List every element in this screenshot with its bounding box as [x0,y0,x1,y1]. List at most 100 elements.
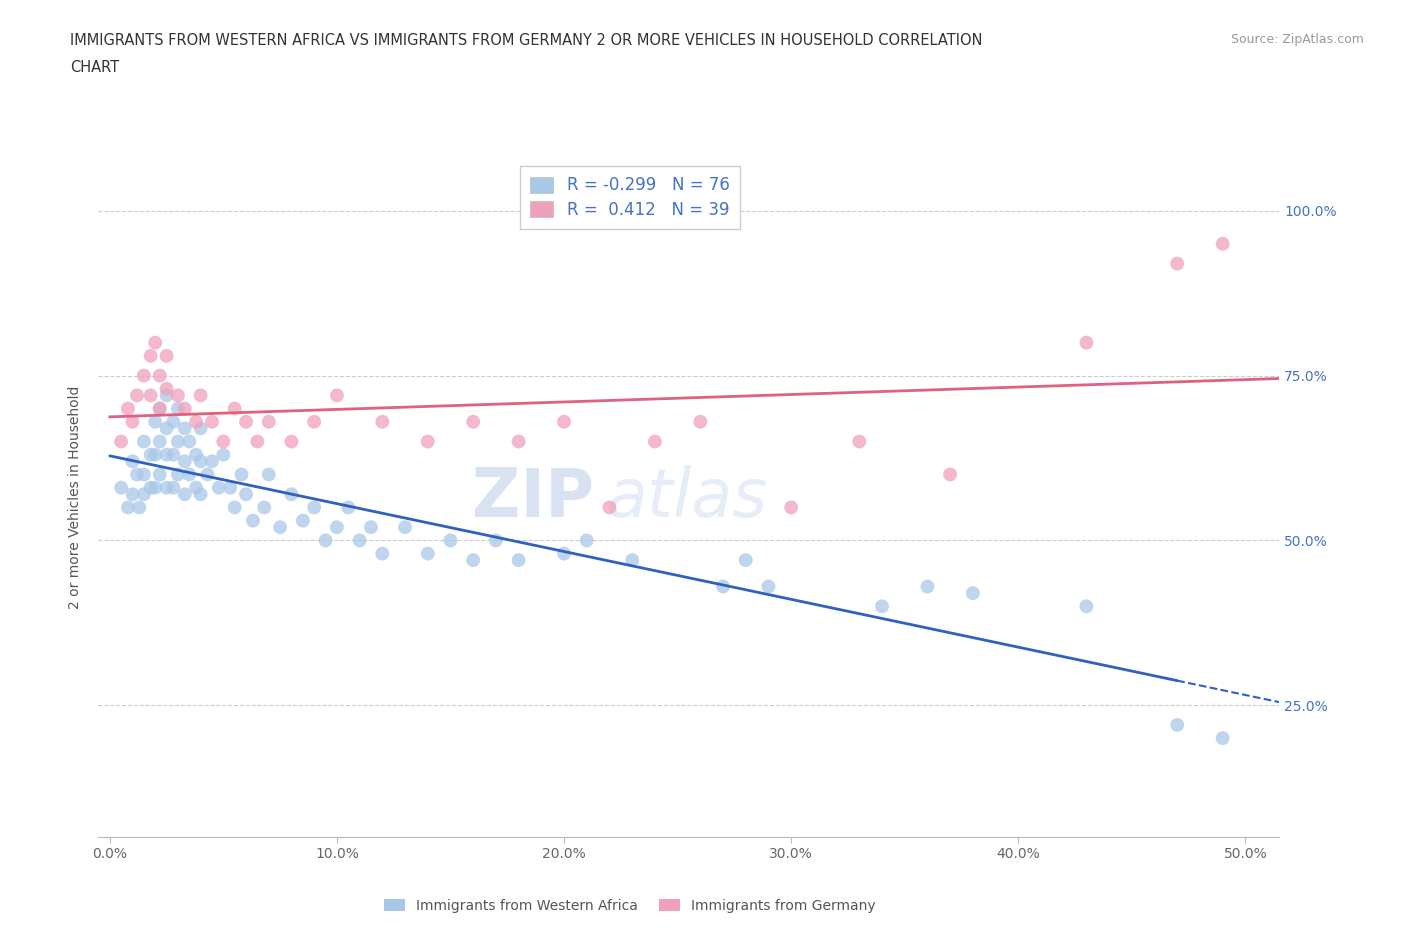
Point [870,599,893,614]
Text: ZIP: ZIP [472,465,595,530]
Legend: Immigrants from Western Africa, Immigrants from Germany: Immigrants from Western Africa, Immigran… [378,893,882,918]
Point [190,388,212,403]
Point [167,434,190,449]
Point [302,500,325,515]
Point [575,533,598,548]
Point [162,447,184,462]
Point [212,434,235,449]
Point [644,434,666,449]
Point [598,500,620,515]
Point [224,500,246,515]
Point [155,447,177,462]
Point [242,513,264,528]
Point [110,480,132,495]
Point [219,480,242,495]
Point [149,368,172,383]
Point [758,579,780,594]
Point [315,533,337,548]
Point [1212,236,1234,251]
Point [212,447,235,462]
Point [371,414,394,429]
Point [416,546,439,561]
Point [371,546,394,561]
Point [143,335,166,350]
Point [269,520,291,535]
Point [224,401,246,416]
Point [162,480,184,495]
Point [689,414,711,429]
Point [416,434,439,449]
Point [337,500,360,515]
Point [139,447,162,462]
Point [711,579,734,594]
Point [349,533,371,548]
Point [143,447,166,462]
Point [962,586,984,601]
Point [508,552,530,567]
Point [125,388,148,403]
Y-axis label: 2 or more Vehicles in Household: 2 or more Vehicles in Household [69,386,83,609]
Point [128,500,150,515]
Point [121,414,143,429]
Point [179,467,201,482]
Point [360,520,382,535]
Text: IMMIGRANTS FROM WESTERN AFRICA VS IMMIGRANTS FROM GERMANY 2 OR MORE VEHICLES IN : IMMIGRANTS FROM WESTERN AFRICA VS IMMIGR… [70,33,983,47]
Point [917,579,939,594]
Point [780,500,803,515]
Point [117,500,139,515]
Point [132,467,155,482]
Point [302,414,325,429]
Point [167,401,190,416]
Point [155,349,177,364]
Point [173,421,195,436]
Point [1212,731,1234,746]
Point [439,533,461,548]
Point [155,480,177,495]
Point [149,401,172,416]
Point [132,486,155,501]
Point [190,486,212,501]
Point [179,434,201,449]
Point [257,414,280,429]
Text: CHART: CHART [70,60,120,75]
Point [190,454,212,469]
Point [280,486,302,501]
Point [939,467,962,482]
Point [280,434,302,449]
Point [132,368,155,383]
Point [734,552,756,567]
Text: atlas: atlas [606,465,768,530]
Point [1076,335,1098,350]
Point [1076,599,1098,614]
Point [125,467,148,482]
Point [326,388,349,403]
Point [155,381,177,396]
Point [197,467,219,482]
Text: Source: ZipAtlas.com: Source: ZipAtlas.com [1230,33,1364,46]
Point [553,414,575,429]
Point [235,414,257,429]
Point [848,434,870,449]
Point [173,401,195,416]
Point [235,486,257,501]
Point [132,434,155,449]
Point [190,421,212,436]
Point [155,421,177,436]
Point [184,447,207,462]
Point [231,467,253,482]
Point [508,434,530,449]
Point [257,467,280,482]
Point [1166,256,1188,271]
Point [463,552,485,567]
Point [143,480,166,495]
Point [201,454,224,469]
Point [139,388,162,403]
Point [155,388,177,403]
Point [184,480,207,495]
Point [149,434,172,449]
Point [149,401,172,416]
Point [110,434,132,449]
Point [184,414,207,429]
Point [121,454,143,469]
Point [167,388,190,403]
